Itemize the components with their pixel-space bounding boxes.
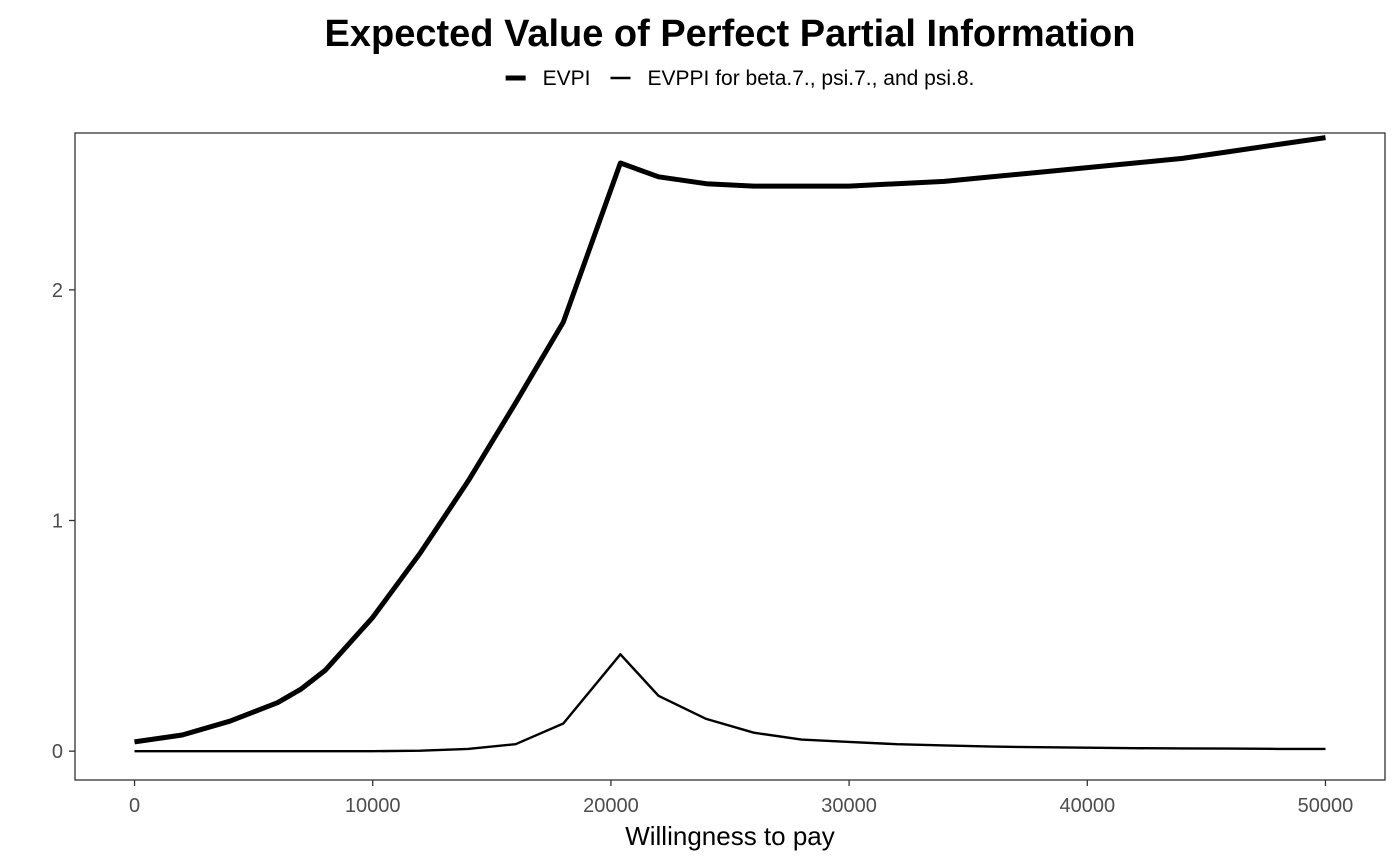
x-tick-label: 0 [129,795,140,817]
x-tick-label: 40000 [1059,795,1115,817]
y-tick-label: 2 [52,280,63,302]
y-tick-label: 1 [52,511,63,533]
series-line-evppi [134,653,1326,753]
chart-title: Expected Value of Perfect Partial Inform… [325,13,1136,55]
series-line-evpi [134,135,1326,745]
x-axis: 0 10000 20000 30000 40000 50000 [129,780,1353,817]
x-tick-label: 10000 [345,795,401,817]
legend-item: EVPPI for beta.7., psi.7., and psi.8. [610,67,975,90]
legend-item: EVPI [505,67,591,90]
legend-label: EVPI [543,67,591,90]
plot-panel [74,132,1386,781]
x-tick-label: 20000 [583,795,639,817]
x-tick-label: 30000 [821,795,877,817]
legend-label: EVPPI for beta.7., psi.7., and psi.8. [648,67,975,90]
x-tick-label: 50000 [1298,795,1354,817]
x-axis-title: Willingness to pay [625,821,835,851]
series-group [134,135,1326,753]
y-tick-label: 0 [52,741,63,763]
y-axis: 0 1 2 [52,280,75,763]
legend: EVPI EVPPI for beta.7., psi.7., and psi.8… [505,67,975,90]
